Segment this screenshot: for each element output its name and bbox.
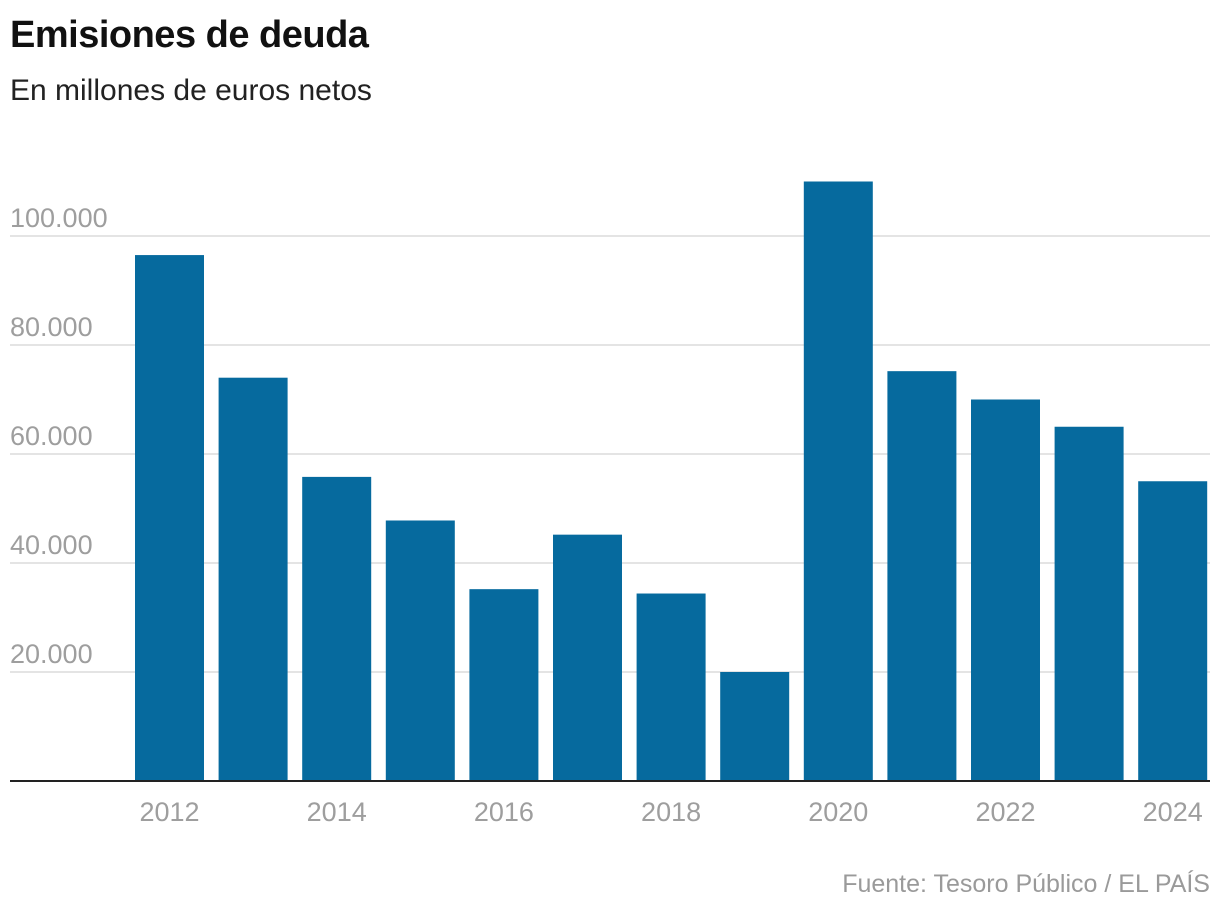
bar-2016 <box>469 589 539 781</box>
x-tick-label: 2012 <box>139 797 199 827</box>
bar-2015 <box>385 520 455 781</box>
bar-2020 <box>803 181 873 781</box>
x-tick-label: 2016 <box>474 797 534 827</box>
y-tick-label: 60.000 <box>10 421 93 451</box>
x-tick-label: 2020 <box>808 797 868 827</box>
y-tick-label: 40.000 <box>10 530 93 560</box>
chart-subtitle: En millones de euros netos <box>10 74 372 107</box>
bar-2019 <box>720 672 790 781</box>
bar-2014 <box>302 476 372 781</box>
y-tick-label: 80.000 <box>10 312 93 342</box>
bar-2017 <box>553 534 622 781</box>
chart-source: Fuente: Tesoro Público / EL PAÍS <box>842 870 1210 898</box>
y-axis-tick-labels: 20.000 40.000 60.000 80.000 100.000 <box>10 203 108 669</box>
bars <box>135 181 1208 781</box>
x-tick-label: 2024 <box>1143 797 1203 827</box>
bar-2023 <box>1054 426 1124 781</box>
bar-2018 <box>636 593 706 781</box>
bar-2024 <box>1138 481 1208 781</box>
x-tick-label: 2018 <box>641 797 701 827</box>
y-tick-label: 100.000 <box>10 203 108 233</box>
chart-title: Emisiones de deuda <box>10 14 369 56</box>
x-axis-tick-labels: 2012 2014 2016 2018 2020 2022 2024 <box>139 797 1202 827</box>
bar-2021 <box>887 371 957 781</box>
y-tick-label: 20.000 <box>10 639 93 669</box>
bar-2012 <box>135 255 204 781</box>
bar-2013 <box>218 377 288 781</box>
x-tick-label: 2022 <box>975 797 1035 827</box>
bar-2022 <box>971 399 1040 781</box>
x-tick-label: 2014 <box>307 797 367 827</box>
